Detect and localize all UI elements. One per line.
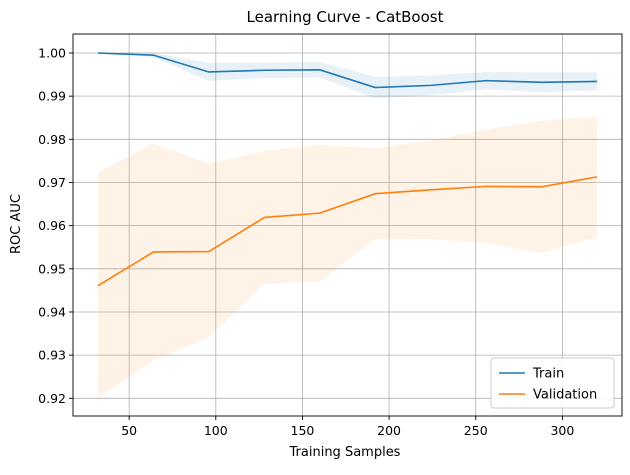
series-band-validation: [97, 116, 598, 399]
series-band-train: [97, 52, 598, 99]
y-tick-label: 0.99: [38, 89, 66, 104]
legend-label-train: Train: [532, 367, 564, 382]
x-tick-label: 50: [121, 423, 137, 438]
series-line-train: [97, 52, 598, 89]
tick-labels: 50 100 150 200 250 300 0.92 0.93 0.94 0.95 0.96 0.9…: [38, 45, 574, 438]
y-tick-label: 0.94: [38, 304, 66, 319]
chart-title: Learning Curve - CatBoost: [247, 8, 444, 26]
plot-frame: [72, 33, 623, 417]
series-line-validation: [97, 176, 598, 287]
legend-box: [490, 357, 615, 409]
x-axis-label: Training Samples: [289, 445, 401, 460]
y-tick-label: 0.92: [38, 391, 66, 406]
y-tick-label: 1.00: [38, 45, 66, 60]
legend: Train Validation: [490, 357, 615, 409]
grid-lines: [73, 34, 622, 416]
x-tick-label: 300: [550, 423, 574, 438]
x-tick-label: 200: [377, 423, 401, 438]
x-tick-label: 150: [291, 423, 315, 438]
x-tick-label: 250: [464, 423, 488, 438]
y-tick-label: 0.93: [38, 348, 66, 363]
x-tick-label: 100: [204, 423, 228, 438]
y-tick-label: 0.96: [38, 218, 66, 233]
legend-label-validation: Validation: [533, 388, 597, 403]
y-tick-label: 0.98: [38, 132, 66, 147]
y-axis-label: ROC AUC: [9, 194, 24, 254]
y-tick-label: 0.95: [38, 261, 66, 276]
y-tick-label: 0.97: [38, 175, 66, 190]
